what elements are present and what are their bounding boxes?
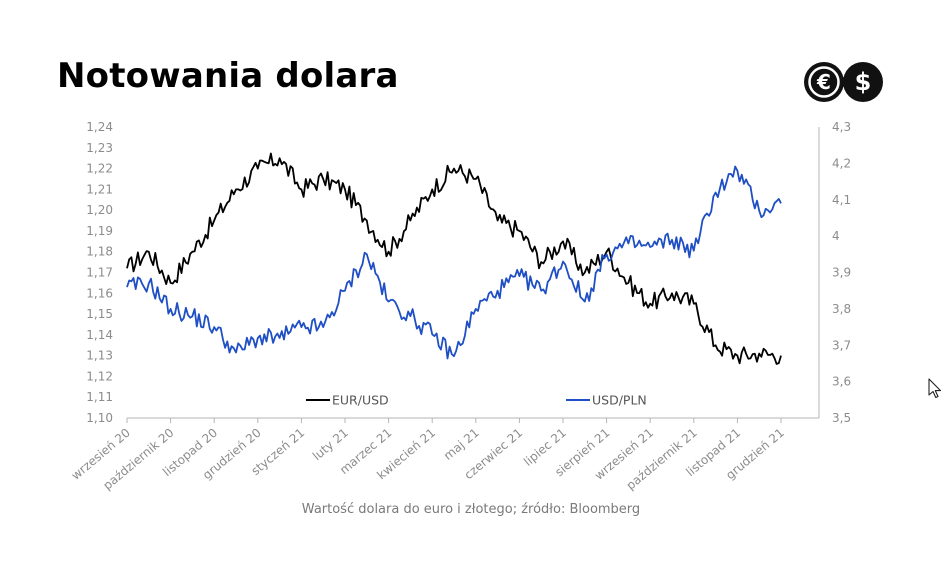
euro-coin-icon: € [804, 62, 844, 102]
eur-usd-line [126, 152, 782, 365]
left-y-tick-label: 1,10 [86, 411, 113, 425]
left-y-tick-label: 1,16 [86, 286, 113, 300]
right-y-tick-label: 4,2 [832, 156, 851, 170]
right-y-tick-label: 3,5 [832, 411, 851, 425]
x-tick-label: maj 21 [441, 426, 482, 463]
left-y-tick-label: 1,21 [86, 182, 113, 196]
currency-logo: € $ [804, 62, 883, 102]
left-y-tick-label: 1,23 [86, 141, 113, 155]
right-y-tick-label: 3,7 [832, 338, 851, 352]
right-y-tick-label: 4,1 [832, 193, 851, 207]
left-y-tick-label: 1,15 [86, 307, 113, 321]
left-y-tick-label: 1,13 [86, 349, 113, 363]
right-y-tick-label: 3,8 [832, 302, 851, 316]
x-tick-label: luty 21 [310, 426, 351, 464]
left-y-tick-label: 1,14 [86, 328, 113, 342]
chart-caption: Wartość dolara do euro i złotego; źródło… [301, 502, 641, 517]
right-y-tick-label: 4,3 [832, 120, 851, 134]
right-y-tick-label: 3,6 [832, 375, 851, 389]
usd-pln-line [126, 165, 782, 360]
dollar-coin-icon: $ [843, 62, 883, 102]
chart-legend: EUR/USD USD/PLN [306, 393, 647, 408]
left-y-tick-label: 1,12 [86, 369, 113, 383]
chart-axes [127, 127, 820, 419]
right-y-tick-label: 3,9 [832, 266, 851, 280]
mouse-cursor-icon [928, 378, 942, 399]
left-y-tick-label: 1,24 [86, 120, 113, 134]
left-y-tick-label: 1,11 [86, 390, 113, 404]
left-y-tick-label: 1,19 [86, 224, 113, 238]
dollar-symbol: $ [855, 68, 872, 96]
legend-label: USD/PLN [592, 393, 647, 408]
left-y-tick-label: 1,18 [86, 245, 113, 259]
euro-symbol: € [816, 70, 831, 94]
left-y-tick-label: 1,20 [86, 203, 113, 217]
series-lines [126, 152, 782, 365]
right-y-tick-label: 4 [832, 229, 840, 243]
left-y-tick-label: 1,17 [86, 266, 113, 280]
legend-label: EUR/USD [332, 393, 389, 408]
right-y-axis: 3,5 3,6 3,7 3,8 3,9 4 4,1 4,2 4,3 [832, 120, 851, 425]
page-title: Notowania dolara [57, 56, 399, 96]
left-y-axis: 1,10 1,11 1,12 1,13 1,14 1,15 1,16 1,17 1,18 1,19… [86, 120, 113, 425]
left-y-tick-label: 1,22 [86, 162, 113, 176]
